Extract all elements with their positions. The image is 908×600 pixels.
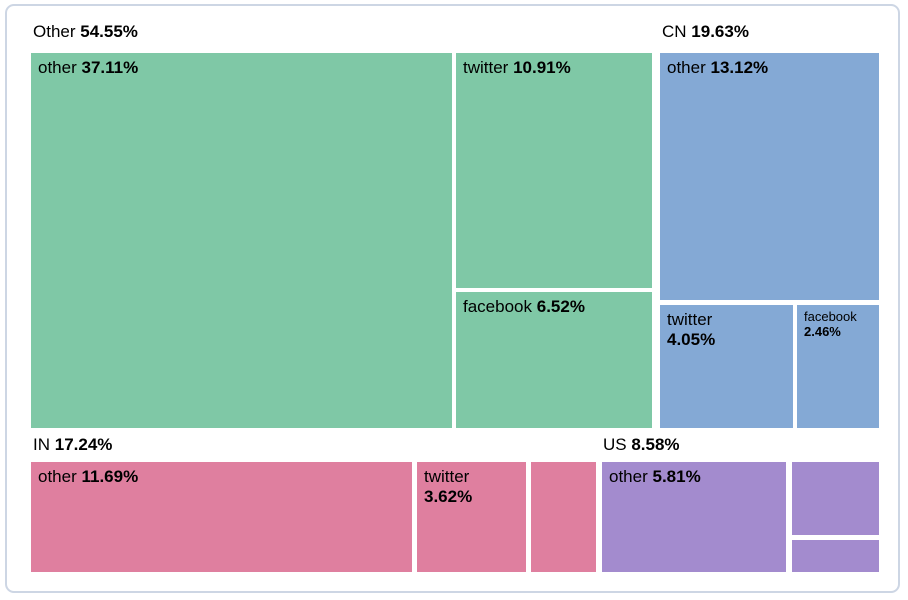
group-value: 17.24%: [54, 435, 113, 454]
cell-value: 2.46%: [804, 323, 841, 339]
treemap-group-header-other: Other 54.55%: [33, 22, 138, 42]
cell-value: 11.69%: [81, 467, 139, 486]
cell-label: twitter 4.05%: [667, 310, 786, 350]
treemap-group-header-in: IN 17.24%: [33, 435, 112, 455]
treemap-group-header-us: US 8.58%: [603, 435, 680, 455]
cell-name: other: [667, 58, 711, 77]
cell-value: 4.05%: [667, 330, 716, 350]
cell-label: facebook 2.46%: [804, 309, 872, 340]
group-label: Other: [33, 22, 81, 41]
treemap-cell-other-twitter[interactable]: twitter 10.91%: [456, 53, 652, 288]
cell-value: 13.12%: [710, 58, 769, 77]
treemap-cell-cn-other[interactable]: other 13.12%: [660, 53, 879, 300]
cell-label: other 13.12%: [667, 58, 872, 78]
cell-value: 3.62%: [424, 487, 473, 507]
treemap-cell-in-twitter[interactable]: twitter 3.62%: [417, 462, 526, 572]
cell-label: twitter 10.91%: [463, 58, 645, 78]
treemap-cell-in-unlabeled[interactable]: [531, 462, 596, 572]
cell-value: 10.91%: [513, 58, 571, 77]
cell-name: twitter: [463, 58, 514, 77]
cell-label: twitter 3.62%: [424, 467, 519, 507]
group-value: 8.58%: [631, 435, 680, 454]
treemap-cell-us-unlabeled[interactable]: [792, 540, 879, 572]
cell-name: twitter: [667, 310, 713, 329]
cell-value: 6.52%: [536, 297, 585, 316]
cell-value: 5.81%: [652, 467, 701, 486]
cell-name: other: [38, 58, 82, 77]
group-value: 54.55%: [80, 22, 138, 41]
group-value: 19.63%: [691, 22, 749, 41]
treemap-cell-us-other[interactable]: other 5.81%: [602, 462, 786, 572]
treemap-cell-cn-facebook[interactable]: facebook 2.46%: [797, 305, 879, 428]
treemap-cell-us-unlabeled[interactable]: [792, 462, 879, 535]
treemap-cell-other-facebook[interactable]: facebook 6.52%: [456, 292, 652, 428]
treemap-cell-cn-twitter[interactable]: twitter 4.05%: [660, 305, 793, 428]
treemap-cell-other-other[interactable]: other 37.11%: [31, 53, 452, 428]
cell-name: facebook: [463, 297, 537, 316]
treemap-cell-in-other[interactable]: other 11.69%: [31, 462, 412, 572]
group-label: CN: [662, 22, 692, 41]
cell-label: other 37.11%: [38, 58, 445, 78]
cell-name: other: [38, 467, 82, 486]
cell-name: other: [609, 467, 653, 486]
group-label: US: [603, 435, 632, 454]
cell-label: other 5.81%: [609, 467, 779, 487]
cell-name: facebook: [804, 309, 857, 324]
group-label: IN: [33, 435, 55, 454]
cell-label: other 11.69%: [38, 467, 405, 487]
cell-label: facebook 6.52%: [463, 297, 645, 317]
cell-value: 37.11%: [81, 58, 139, 77]
cell-name: twitter: [424, 467, 470, 486]
treemap-group-header-cn: CN 19.63%: [662, 22, 749, 42]
